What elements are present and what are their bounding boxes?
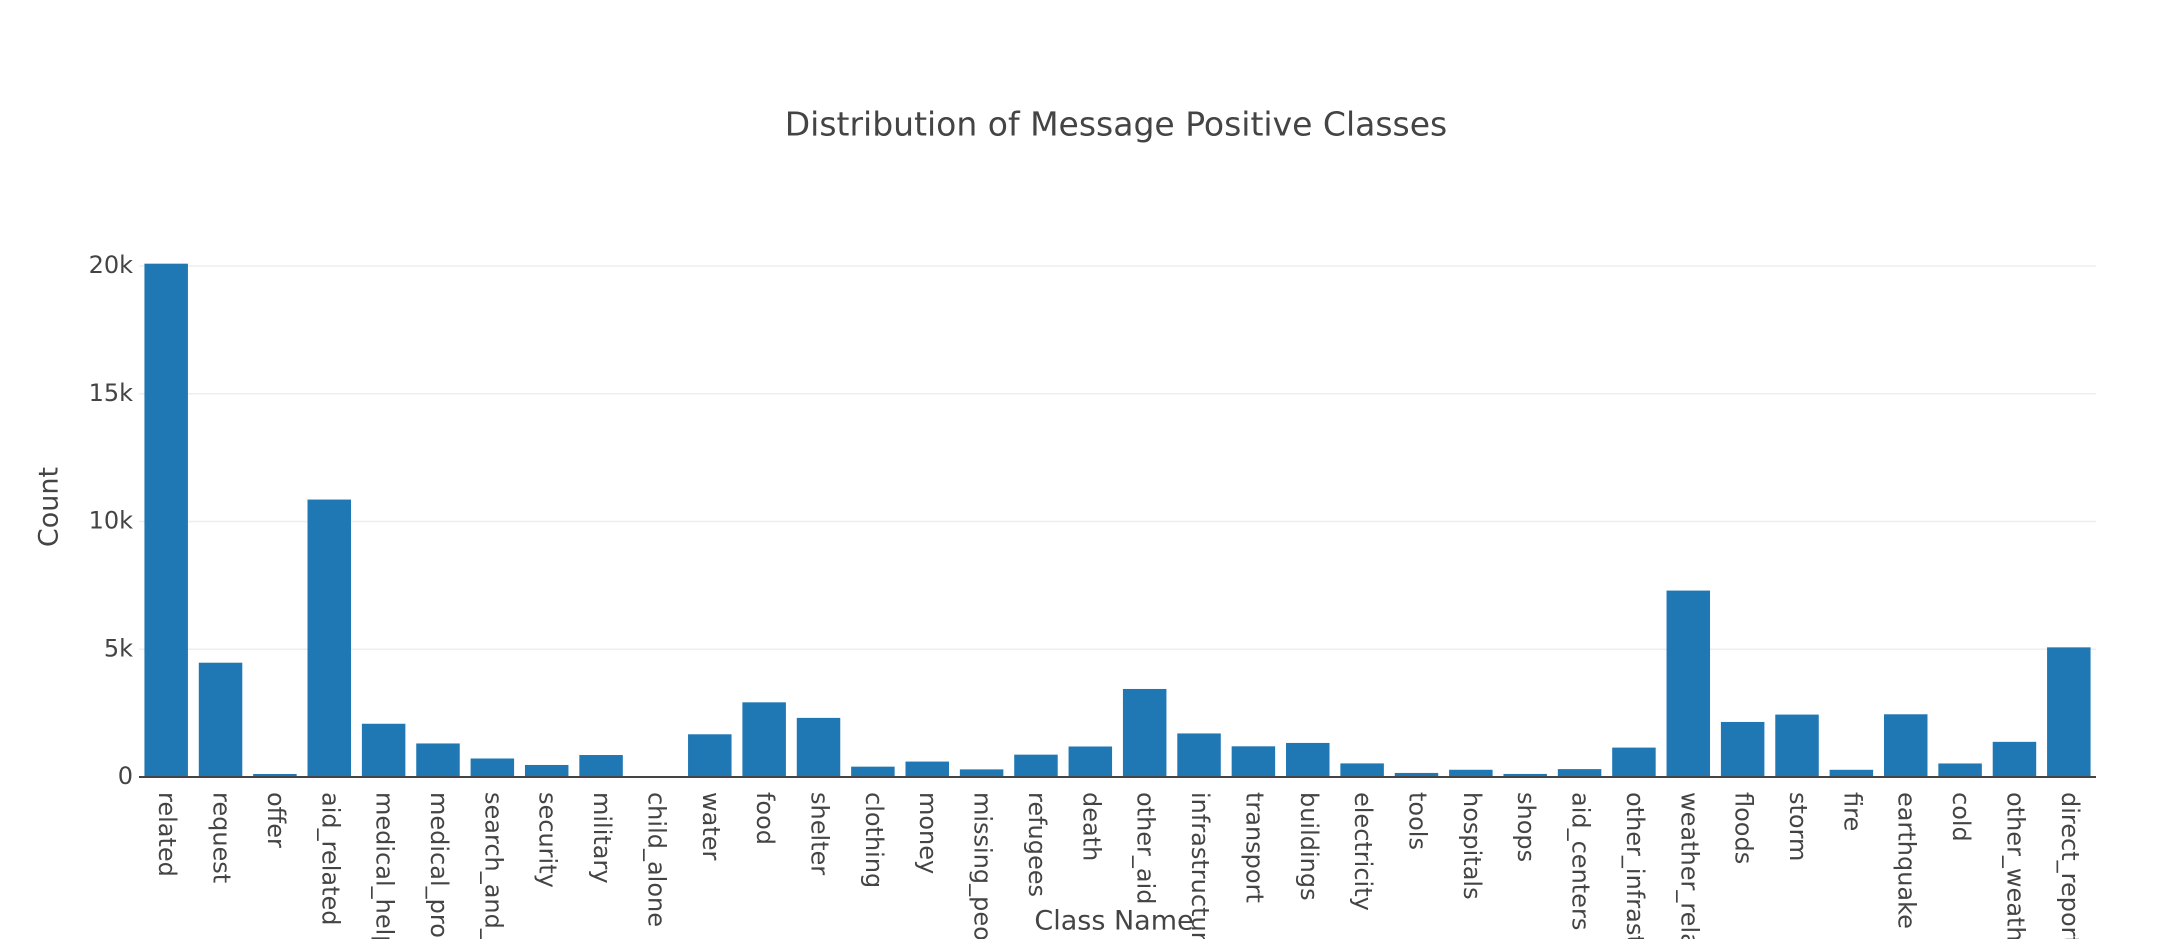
x-tick-label: shops: [1512, 792, 1540, 862]
bar: [959, 769, 1004, 777]
x-tick-label: food: [751, 792, 779, 845]
bar: [416, 743, 460, 777]
y-tick-label: 10k: [89, 507, 134, 535]
bar: [253, 773, 297, 777]
x-tick-label: hospitals: [1458, 792, 1486, 900]
x-tick-label: infrastructure_related: [1186, 792, 1214, 939]
x-tick-label: death: [1077, 792, 1105, 861]
bar: [1557, 769, 1602, 777]
x-tick-label: buildings: [1295, 792, 1323, 901]
bar: [1122, 688, 1167, 777]
bar: [2047, 647, 2091, 777]
bar: [144, 263, 188, 777]
x-tick-label: medical_help: [371, 792, 399, 939]
x-tick-label: direct_report: [2056, 792, 2084, 939]
x-tick-label: refugees: [1023, 792, 1051, 897]
x-tick-label: medical_products: [425, 792, 453, 939]
x-tick-label: tools: [1403, 792, 1431, 850]
bar: [198, 662, 243, 777]
bar: [1775, 714, 1819, 777]
y-tick-label: 15k: [89, 379, 134, 407]
bar: [851, 766, 895, 777]
bar: [1503, 773, 1547, 777]
bar: [1720, 721, 1765, 777]
x-tick-label: offer: [262, 792, 290, 848]
x-tick-label: aid_related: [316, 792, 344, 926]
x-tick-label: storm: [1784, 792, 1812, 861]
x-tick-label: clothing: [860, 792, 888, 888]
bar: [742, 702, 786, 777]
bar: [1992, 741, 2037, 777]
x-tick-label: money: [914, 792, 942, 874]
x-tick-label: shelter: [806, 792, 834, 875]
bar: [905, 761, 949, 777]
x-tick-label: transport: [1240, 792, 1268, 903]
x-tick-label: security: [534, 792, 562, 888]
y-tick-label: 0: [118, 762, 133, 790]
bar: [1666, 590, 1711, 777]
bar: [1286, 742, 1330, 777]
y-tick-label: 20k: [89, 251, 134, 279]
y-axis-title: Count: [34, 467, 65, 547]
bar: [579, 755, 623, 777]
x-tick-label: request: [208, 792, 236, 883]
x-tick-label: child_alone: [642, 792, 670, 927]
bar: [1340, 763, 1384, 777]
bar: [1014, 754, 1058, 777]
y-tick-label: 5k: [104, 634, 133, 662]
x-axis-title: Class Name: [1034, 906, 1193, 937]
bar: [361, 723, 406, 777]
x-tick-label: floods: [1730, 792, 1758, 864]
bar: [470, 758, 515, 777]
x-tick-label: missing_people: [969, 792, 997, 939]
bar: [796, 717, 841, 777]
x-tick-label: military: [588, 792, 616, 884]
x-tick-label: fire: [1838, 792, 1866, 831]
x-tick-label: earthquake: [1893, 792, 1921, 929]
x-tick-label: water: [697, 792, 725, 861]
bar: [1394, 772, 1439, 777]
bar: [524, 764, 569, 777]
bar: [1829, 769, 1874, 777]
bar: [307, 499, 352, 777]
x-tick-label: other_aid: [1132, 792, 1160, 905]
x-tick-label: weather_related: [1675, 792, 1703, 939]
x-tick-label: cold: [1947, 792, 1975, 842]
x-tick-label: electricity: [1349, 792, 1377, 911]
bar: [1612, 747, 1656, 777]
bar: [1938, 763, 1982, 777]
x-tick-label: other_weather: [2001, 792, 2029, 939]
bar: [1883, 714, 1928, 777]
x-tick-label: other_infrastructure: [1621, 792, 1649, 939]
x-tick-label: aid_centers: [1567, 792, 1595, 930]
bar: [688, 734, 732, 777]
x-tick-label: search_and_rescue: [479, 792, 507, 939]
bar: [1068, 746, 1113, 777]
bar: [1231, 746, 1276, 777]
chart-title: Distribution of Message Positive Classes: [785, 105, 1447, 144]
bar: [1177, 733, 1221, 777]
bar: [1449, 769, 1493, 777]
x-tick-label: related: [153, 792, 181, 877]
